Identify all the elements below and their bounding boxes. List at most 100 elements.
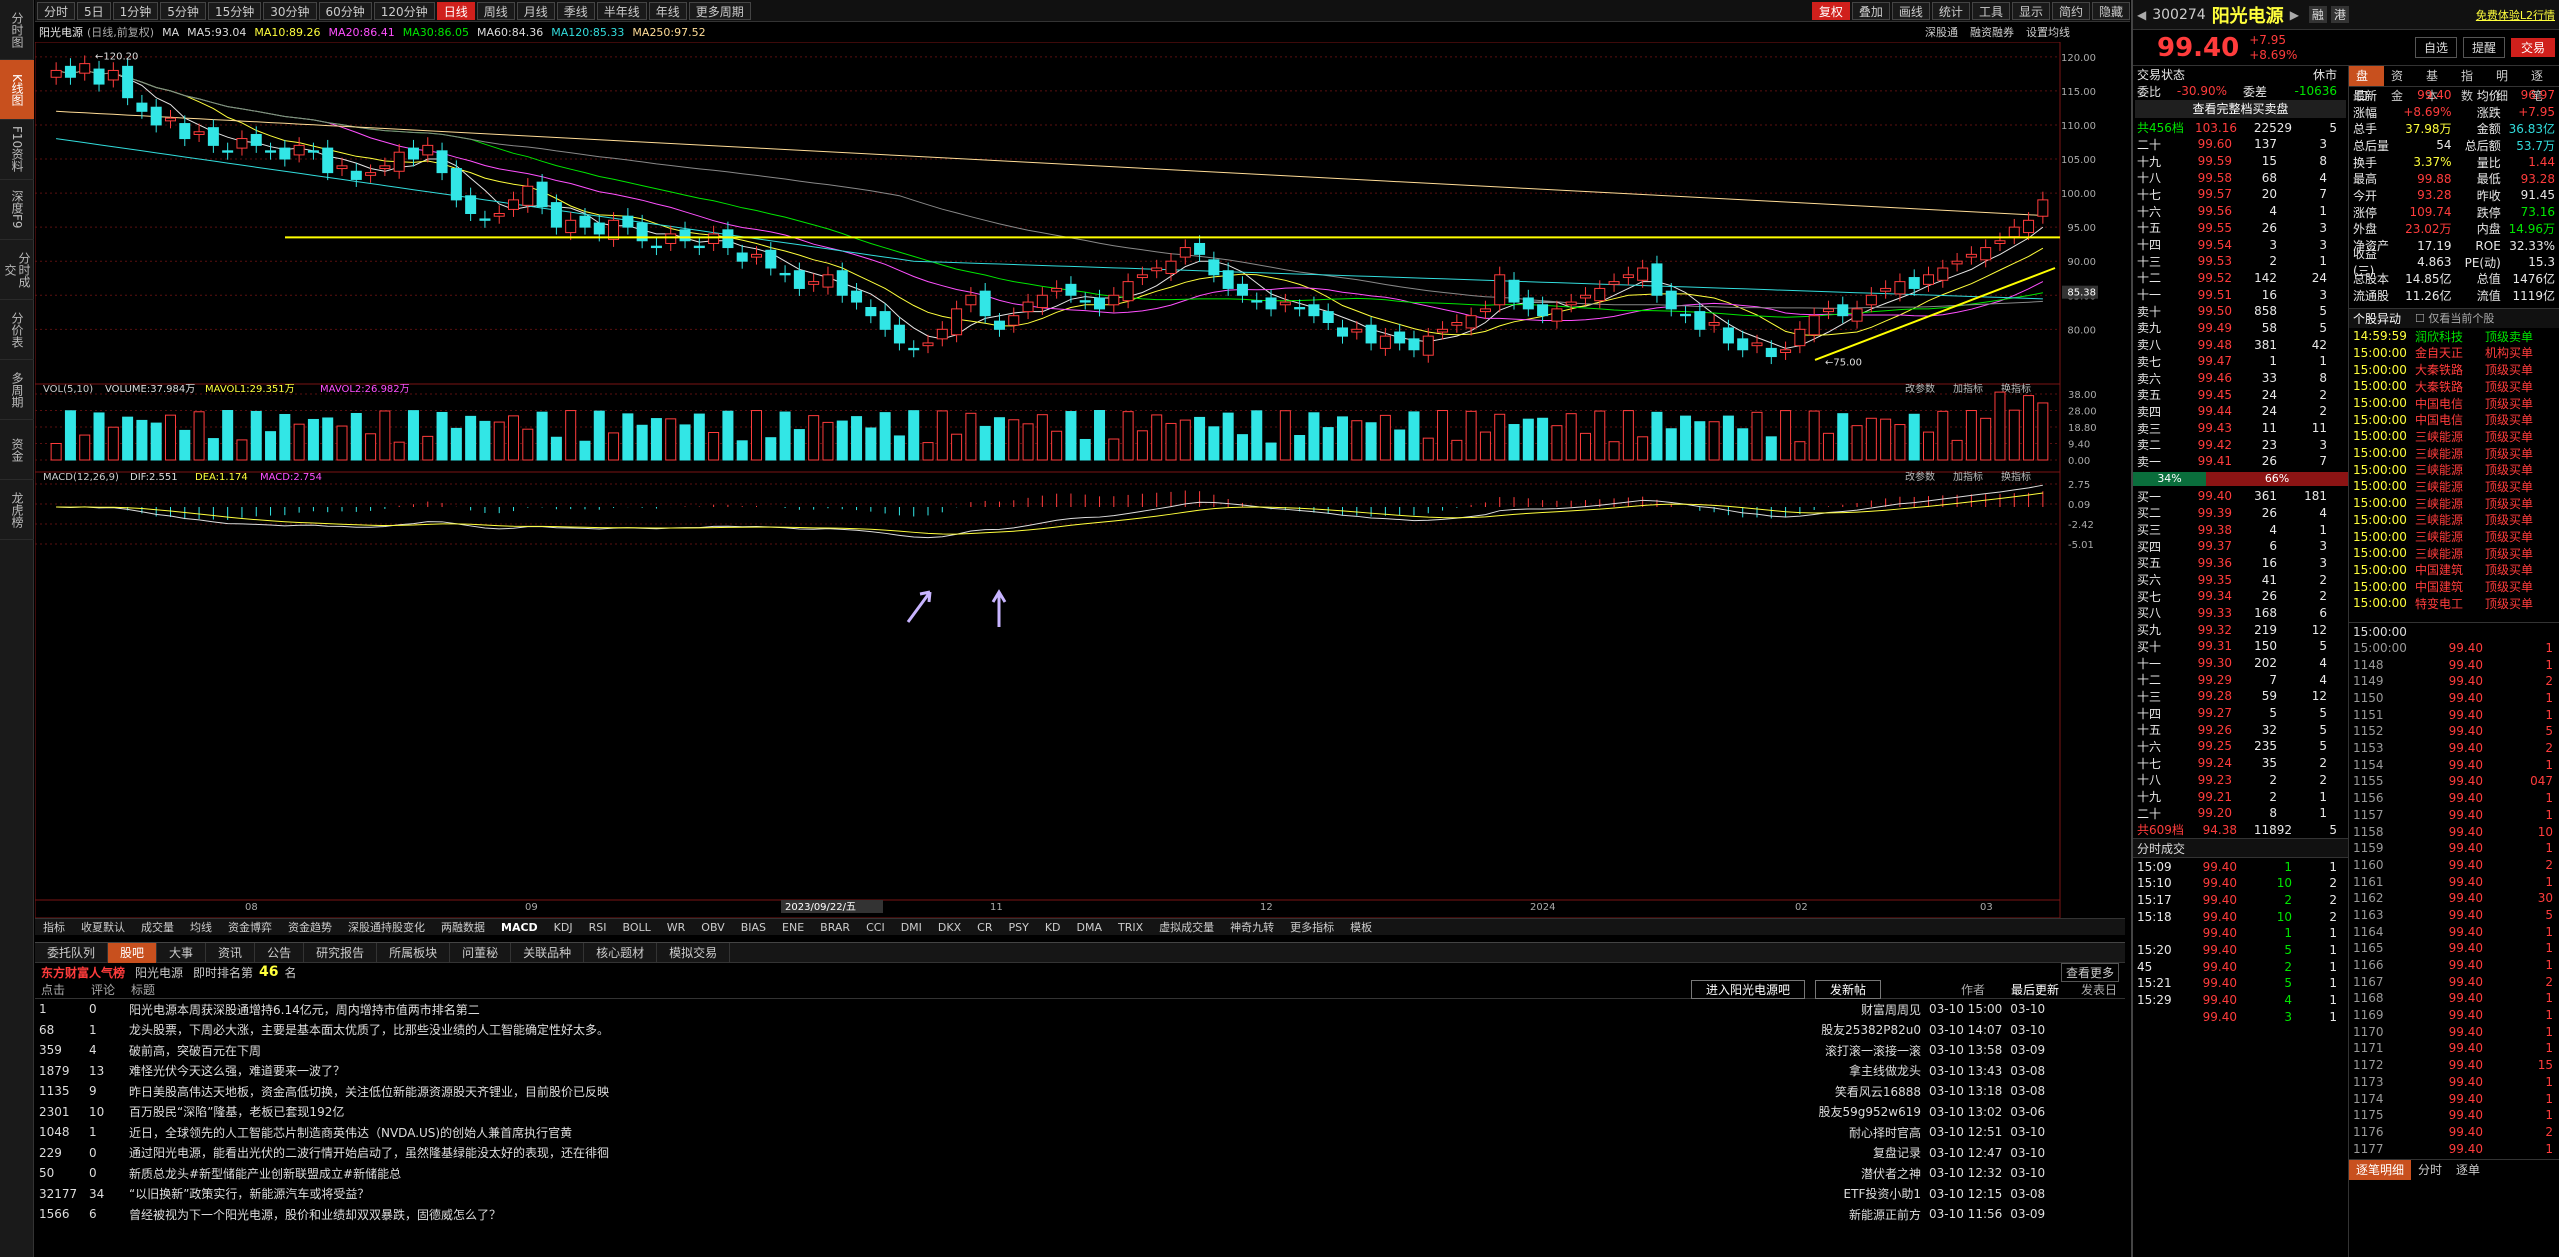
news-tab-6[interactable]: 所属板块	[377, 942, 451, 963]
toolbar-tool-1[interactable]: 叠加	[1851, 1, 1890, 20]
news-tab-0[interactable]: 委托队列	[35, 942, 109, 963]
quote-tab-5[interactable]: 逐笔	[2531, 69, 2544, 103]
indicator-tab-25[interactable]: 虚拟成交量	[1159, 921, 1215, 934]
alert-button[interactable]: 提醒	[2462, 37, 2505, 58]
quote-tab-0[interactable]: 盘口	[2349, 66, 2384, 103]
indicator-tab-5[interactable]: 资金趋势	[288, 921, 332, 934]
full-book-button[interactable]: 查看完整档买卖盘	[2135, 100, 2346, 119]
quote-tab-4[interactable]: 明细	[2496, 69, 2509, 103]
news-title[interactable]: 百万股民“深陷”隆基，老板已套现192亿	[129, 1105, 345, 1120]
indicator-tab-9[interactable]: KDJ	[553, 920, 573, 934]
toolbar-tool-2[interactable]: 画线	[1891, 1, 1930, 20]
news-title[interactable]: 破前高，突破百元在下周	[129, 1043, 262, 1058]
indicator-tab-13[interactable]: OBV	[701, 920, 725, 934]
period-tab-8[interactable]: 日线	[436, 1, 475, 20]
news-row[interactable]: 1135 9 昨日美股高伟达天地板，资金高低切换，关注低位新能源资源股天齐锂业，目前…	[35, 1081, 2125, 1102]
period-tab-13[interactable]: 年线	[648, 1, 687, 20]
news-row[interactable]: 229 0 通过阳光电源，能看出光伏的二波行情开始启动了，虽然隆基绿能没太好的表现，…	[35, 1143, 2125, 1164]
indicator-tab-2[interactable]: 成交量	[141, 921, 174, 934]
indicator-tab-1[interactable]: 收夏默认	[81, 921, 125, 934]
period-tab-12[interactable]: 半年线	[596, 1, 647, 20]
news-row[interactable]: 1879 13 难怪光伏今天这么强，难道要来一波了？ 拿主线做龙头 03-10 13:4…	[35, 1061, 2125, 1082]
indicator-tab-21[interactable]: PSY	[1008, 920, 1029, 934]
news-tab-8[interactable]: 关联品种	[511, 942, 585, 963]
period-tab-9[interactable]: 周线	[476, 1, 515, 20]
indicator-tab-8[interactable]: MACD	[501, 920, 538, 934]
trade-button[interactable]: 交易	[2510, 38, 2555, 57]
period-tab-4[interactable]: 15分钟	[207, 1, 262, 20]
period-tab-11[interactable]: 季线	[556, 1, 595, 20]
info-link-2[interactable]: 设置均线	[2026, 26, 2070, 39]
indicator-tab-11[interactable]: BOLL	[622, 920, 651, 934]
sidebar-item-1[interactable]: K线图	[0, 60, 34, 120]
mover-option[interactable]: ☐ 仅看当前个股	[2415, 312, 2495, 326]
indicator-tab-6[interactable]: 深股通持股变化	[348, 921, 425, 934]
detail-tab-2[interactable]: 逐单	[2456, 1162, 2481, 1177]
watchlist-button[interactable]: 自选	[2414, 37, 2457, 58]
col-updated[interactable]: 最后更新	[2011, 983, 2060, 997]
more-link[interactable]: 查看更多	[2060, 962, 2119, 982]
news-tab-2[interactable]: 大事	[157, 942, 207, 963]
indicator-tab-12[interactable]: WR	[666, 920, 686, 934]
quote-tab-2[interactable]: 基本	[2426, 69, 2439, 103]
indicator-tab-4[interactable]: 资金博弈	[228, 921, 272, 934]
detail-tab-1[interactable]: 分时	[2418, 1162, 2443, 1177]
indicator-tab-18[interactable]: DMI	[900, 920, 922, 934]
news-title[interactable]: 通过阳光电源，能看出光伏的二波行情开始启动了，虽然隆基绿能没太好的表现，还在徘徊	[129, 1146, 610, 1161]
news-author[interactable]: 潜伏者之神	[1860, 1166, 1921, 1181]
news-tab-3[interactable]: 资讯	[206, 942, 256, 963]
news-row[interactable]: 1 0 阳光电源本周获深股通增持6.14亿元，周内增持市值两市排名第二 财富周周见 03…	[35, 999, 2125, 1020]
period-tab-0[interactable]: 分时	[37, 1, 76, 20]
news-row[interactable]: 50 0 新质总龙头#新型储能产业创新联盟成立#新储能总 潜伏者之神 03-10 12:…	[35, 1163, 2125, 1184]
indicator-tab-14[interactable]: BIAS	[740, 920, 767, 934]
news-tab-7[interactable]: 问董秘	[450, 942, 512, 963]
indicator-tab-24[interactable]: TRIX	[1118, 920, 1144, 934]
indicator-tab-16[interactable]: BRAR	[820, 920, 851, 934]
news-title[interactable]: 难怪光伏今天这么强，难道要来一波了？	[129, 1064, 346, 1079]
news-row[interactable]: 32177 34 “以旧换新”政策实行，新能源汽车或将受益？ ETF投资小助1 03-1…	[35, 1184, 2125, 1205]
news-row[interactable]: 1566 6 曾经被视为下一个阳光电源，股价和业绩却双双暴跌，固德威怎么了？ 新能源正…	[35, 1204, 2125, 1225]
sidebar-item-3[interactable]: 深度F9	[0, 180, 34, 240]
indicator-tab-17[interactable]: CCI	[866, 920, 885, 934]
news-tab-1[interactable]: 股吧	[108, 942, 158, 963]
news-title[interactable]: 阳光电源本周获深股通增持6.14亿元，周内增持市值两市排名第二	[129, 1002, 480, 1017]
news-author[interactable]: 新能源正前方	[1848, 1207, 1921, 1222]
indicator-tab-20[interactable]: CR	[977, 920, 993, 934]
next-stock-icon[interactable]: ▶	[2289, 7, 2299, 22]
enter-bar-button[interactable]: 进入阳光电源吧	[1691, 980, 1806, 999]
detail-tab-0[interactable]: 逐笔明细	[2349, 1159, 2412, 1180]
toolbar-tool-3[interactable]: 统计	[1931, 1, 1970, 20]
toolbar-tool-7[interactable]: 隐藏	[2091, 1, 2130, 20]
indicator-tab-27[interactable]: 更多指标	[1290, 921, 1335, 934]
quote-tab-3[interactable]: 指数	[2461, 69, 2474, 103]
news-tab-4[interactable]: 公告	[255, 942, 305, 963]
news-tab-5[interactable]: 研究报告	[304, 942, 378, 963]
period-tab-3[interactable]: 5分钟	[160, 1, 206, 20]
news-author[interactable]: 股友59g952w619	[1818, 1105, 1921, 1120]
sidebar-item-4[interactable]: 分时成交	[0, 240, 34, 300]
indicator-tab-10[interactable]: RSI	[588, 920, 607, 934]
news-row[interactable]: 1048 1 近日，全球领先的人工智能芯片制造商英伟达（NVDA.US)的创始人兼首…	[35, 1122, 2125, 1143]
news-author[interactable]: 笑看风云16888	[1834, 1084, 1921, 1099]
period-tab-14[interactable]: 更多周期	[688, 1, 751, 20]
sidebar-item-5[interactable]: 分价表	[0, 300, 34, 360]
info-link-0[interactable]: 深股通	[1925, 26, 1958, 39]
news-author[interactable]: 耐心择时官高	[1848, 1125, 1921, 1140]
toolbar-tool-0[interactable]: 复权	[1811, 1, 1850, 20]
period-tab-1[interactable]: 5日	[77, 1, 111, 20]
period-tab-2[interactable]: 1分钟	[112, 1, 159, 20]
sidebar-item-0[interactable]: 分时图	[0, 0, 34, 60]
indicator-tab-0[interactable]: 指标	[43, 921, 65, 934]
toolbar-tool-5[interactable]: 显示	[2011, 1, 2050, 20]
news-author[interactable]: 滚打滚一滚接一滚	[1824, 1043, 1921, 1058]
sidebar-item-6[interactable]: 多周期	[0, 360, 34, 420]
news-author[interactable]: 股友25382P82u0	[1821, 1023, 1921, 1038]
news-author[interactable]: 复盘记录	[1872, 1146, 1921, 1161]
toolbar-tool-4[interactable]: 工具	[1971, 1, 2010, 20]
news-tab-9[interactable]: 核心题材	[584, 942, 658, 963]
kline-chart[interactable]: 120.00115.00110.00105.00100.0095.0090.00…	[35, 42, 2130, 918]
indicator-tab-19[interactable]: DKX	[937, 920, 962, 934]
free-l2-link[interactable]: 免费体验L2行情	[2475, 8, 2555, 22]
indicator-tab-26[interactable]: 神奇九转	[1230, 921, 1275, 934]
news-title[interactable]: “以旧换新”政策实行，新能源汽车或将受益？	[129, 1187, 370, 1202]
